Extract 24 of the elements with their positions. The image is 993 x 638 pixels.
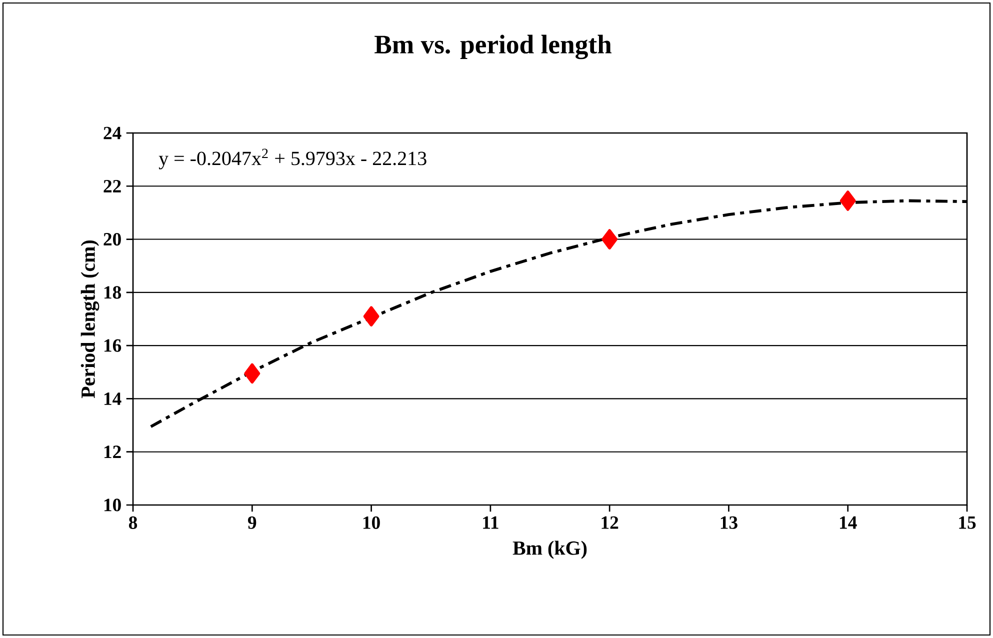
y-tick-label: 10	[104, 498, 121, 512]
x-tick-label: 15	[959, 516, 976, 529]
point	[840, 190, 856, 211]
x-tick-label: 8	[128, 516, 138, 529]
y-axis-title: Period length (cm)	[80, 240, 100, 398]
chart-title: Bm vs. period length	[374, 34, 612, 60]
y-tick-label: 16	[104, 339, 122, 352]
y-tick-label: 14	[104, 392, 122, 405]
x-tick-label: 11	[483, 516, 498, 529]
y-tick-label: 24	[104, 126, 122, 140]
point	[363, 306, 380, 326]
y-tick-label: 12	[104, 446, 121, 458]
x-tick-label: 10	[363, 516, 380, 529]
x-tick-label: 9	[248, 516, 256, 529]
x-axis-title: Bm (kG)	[512, 540, 587, 559]
x-tick-label: 13	[720, 516, 738, 529]
point	[602, 229, 618, 250]
annotation: y = -0.2047x$^{2}$ + 5.9793x - 22.213	[158, 148, 426, 170]
point	[244, 363, 260, 384]
y-tick-label: 20	[104, 232, 121, 246]
x-tick-label: 12	[602, 516, 618, 529]
y-tick-label: 18	[104, 286, 122, 299]
y-tick-label: 22	[104, 180, 121, 192]
x-tick-label: 14	[840, 516, 857, 529]
